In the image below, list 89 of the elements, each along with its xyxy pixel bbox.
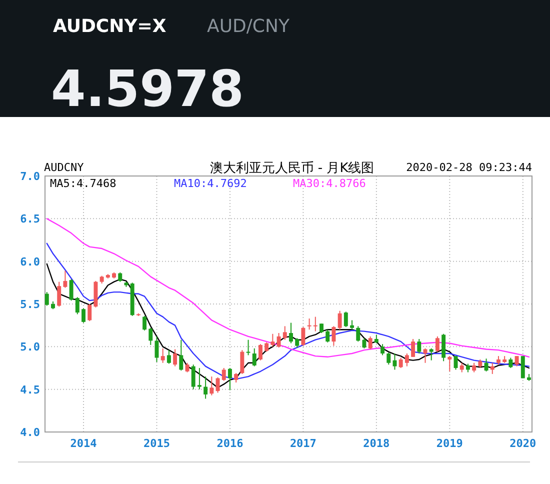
candlestick — [448, 356, 452, 372]
candlestick — [289, 322, 293, 344]
candlestick — [160, 348, 165, 364]
y-tick-label: 4.5 — [20, 383, 40, 396]
candlestick — [332, 326, 336, 346]
text: AUDCNY=X — [53, 16, 166, 37]
candlestick — [301, 326, 306, 346]
candlestick — [252, 348, 256, 367]
x-tick-label: 2019 — [436, 437, 463, 450]
x-tick-label: 2020 — [510, 437, 536, 450]
candlestick — [435, 336, 440, 352]
candlestick — [338, 310, 342, 330]
candlestick — [460, 362, 464, 373]
candlestick — [44, 292, 49, 306]
candlestick — [368, 336, 372, 350]
candlestick — [386, 352, 391, 366]
text: AUD/CNY — [207, 16, 290, 37]
x-tick-label: 2014 — [70, 437, 98, 450]
x-tick-label: 2017 — [290, 437, 316, 450]
candlestick — [228, 368, 232, 391]
line-series — [46, 242, 530, 380]
candlestick — [307, 318, 312, 330]
y-tick-label: 6.0 — [20, 255, 40, 268]
candlestick — [508, 357, 513, 368]
candlestick — [320, 323, 324, 334]
candlestick — [179, 339, 184, 372]
candlestick — [362, 338, 366, 349]
candlestick — [417, 338, 422, 354]
text: MA10:4.7692 — [174, 177, 247, 190]
y-tick-label: 7.0 — [20, 170, 40, 183]
x-tick-label: 2018 — [363, 437, 390, 450]
candlestick — [398, 357, 403, 368]
candlestick — [520, 356, 525, 379]
candlestick — [63, 270, 68, 288]
candlestick — [154, 336, 159, 363]
candlestick — [442, 333, 446, 362]
candlestick — [295, 338, 300, 348]
candlestick — [411, 338, 416, 358]
candlestick — [282, 326, 287, 340]
candlestick — [185, 362, 190, 373]
y-tick-label: 6.5 — [20, 212, 40, 226]
y-tick-label: 5.0 — [20, 340, 40, 354]
line-series — [46, 263, 530, 388]
candlestick — [484, 358, 488, 372]
candlestick — [216, 376, 220, 394]
text: 2020-02-28 09:23:44 — [406, 161, 532, 174]
text: AUDCNY — [44, 161, 84, 174]
y-tick-label: 4.0 — [20, 426, 40, 439]
y-tick-label: 5.5 — [20, 298, 40, 311]
candlestick — [88, 304, 92, 322]
x-tick-label: 2015 — [143, 437, 170, 450]
candlestick — [69, 278, 74, 302]
candlestick — [222, 368, 226, 382]
candlestick — [142, 315, 147, 331]
candlestick — [429, 348, 434, 361]
line-series — [46, 218, 530, 358]
candlestick — [514, 356, 519, 367]
candlestick — [344, 311, 348, 328]
candlestick — [472, 362, 476, 373]
candlestick — [258, 344, 262, 361]
candlestick — [234, 372, 238, 384]
candlestick — [404, 352, 409, 367]
candlestick — [57, 281, 62, 308]
candlestick — [356, 326, 360, 342]
candlestick — [380, 344, 385, 356]
candlestick — [423, 348, 428, 364]
text: MA5:4.7468 — [50, 177, 116, 190]
text: MA30:4.8766 — [293, 177, 366, 190]
candlestick — [240, 350, 244, 374]
candlestick — [246, 339, 250, 356]
candlestick — [148, 327, 153, 346]
candlestick — [82, 308, 86, 324]
x-tick-label: 2016 — [216, 437, 244, 450]
candlestick — [313, 316, 318, 332]
candlestick — [118, 272, 122, 282]
candlestick — [326, 329, 330, 343]
candlestick — [166, 350, 171, 364]
candlestick — [264, 342, 269, 352]
candlestick — [350, 320, 354, 330]
candlestick — [204, 376, 208, 400]
candlestick — [75, 296, 80, 315]
candlestick — [210, 376, 214, 396]
candlestick — [197, 368, 202, 390]
text: 4.5978 — [51, 60, 244, 118]
candlestick — [276, 332, 281, 348]
candlestick — [270, 333, 275, 348]
chart-title: 澳大利亚元人民币 - 月K线图 — [210, 161, 374, 176]
candlestick — [173, 348, 178, 367]
candlestick — [191, 364, 196, 390]
